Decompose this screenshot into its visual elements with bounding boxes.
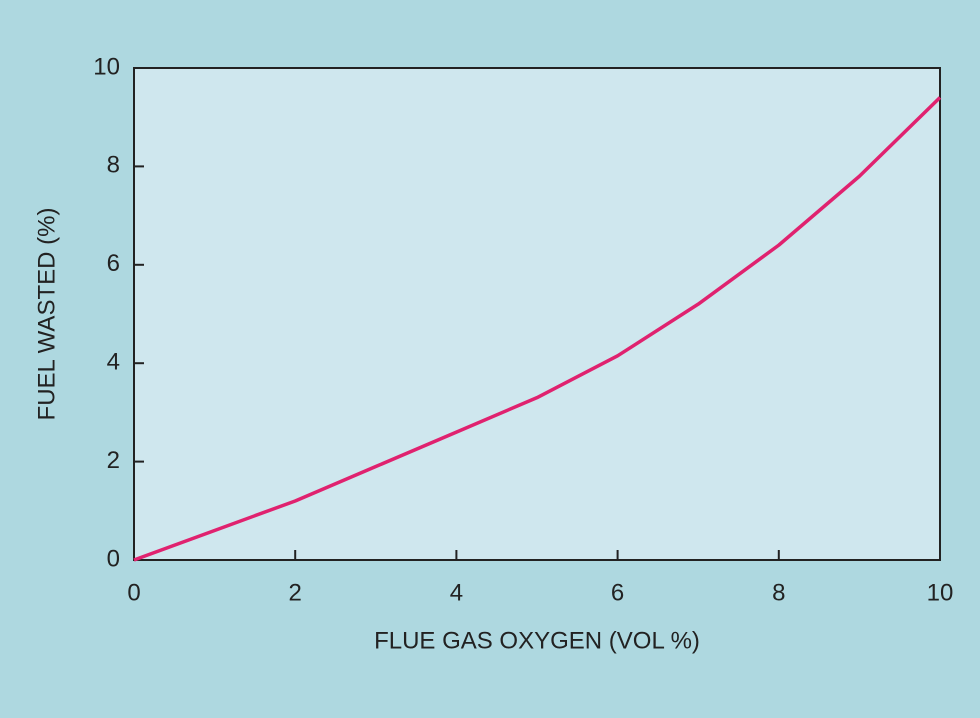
x-axis-label: FLUE GAS OXYGEN (VOL %) xyxy=(374,627,700,654)
x-tick-label: 2 xyxy=(289,579,302,606)
plot-area xyxy=(133,67,941,561)
y-tick-label: 8 xyxy=(107,152,120,179)
y-axis-label: FUEL WASTED (%) xyxy=(33,208,60,421)
y-tick-label: 0 xyxy=(107,545,120,572)
y-tick-label: 6 xyxy=(107,250,120,277)
y-tick-label: 2 xyxy=(107,447,120,474)
y-tick-label: 4 xyxy=(107,349,120,376)
x-tick-label: 8 xyxy=(772,579,785,606)
x-tick-label: 4 xyxy=(450,579,463,606)
x-tick-label: 0 xyxy=(127,579,140,606)
x-tick-label: 10 xyxy=(927,579,954,606)
y-tick-label: 10 xyxy=(93,53,120,80)
line xyxy=(133,96,942,562)
x-tick-label: 6 xyxy=(611,579,624,606)
